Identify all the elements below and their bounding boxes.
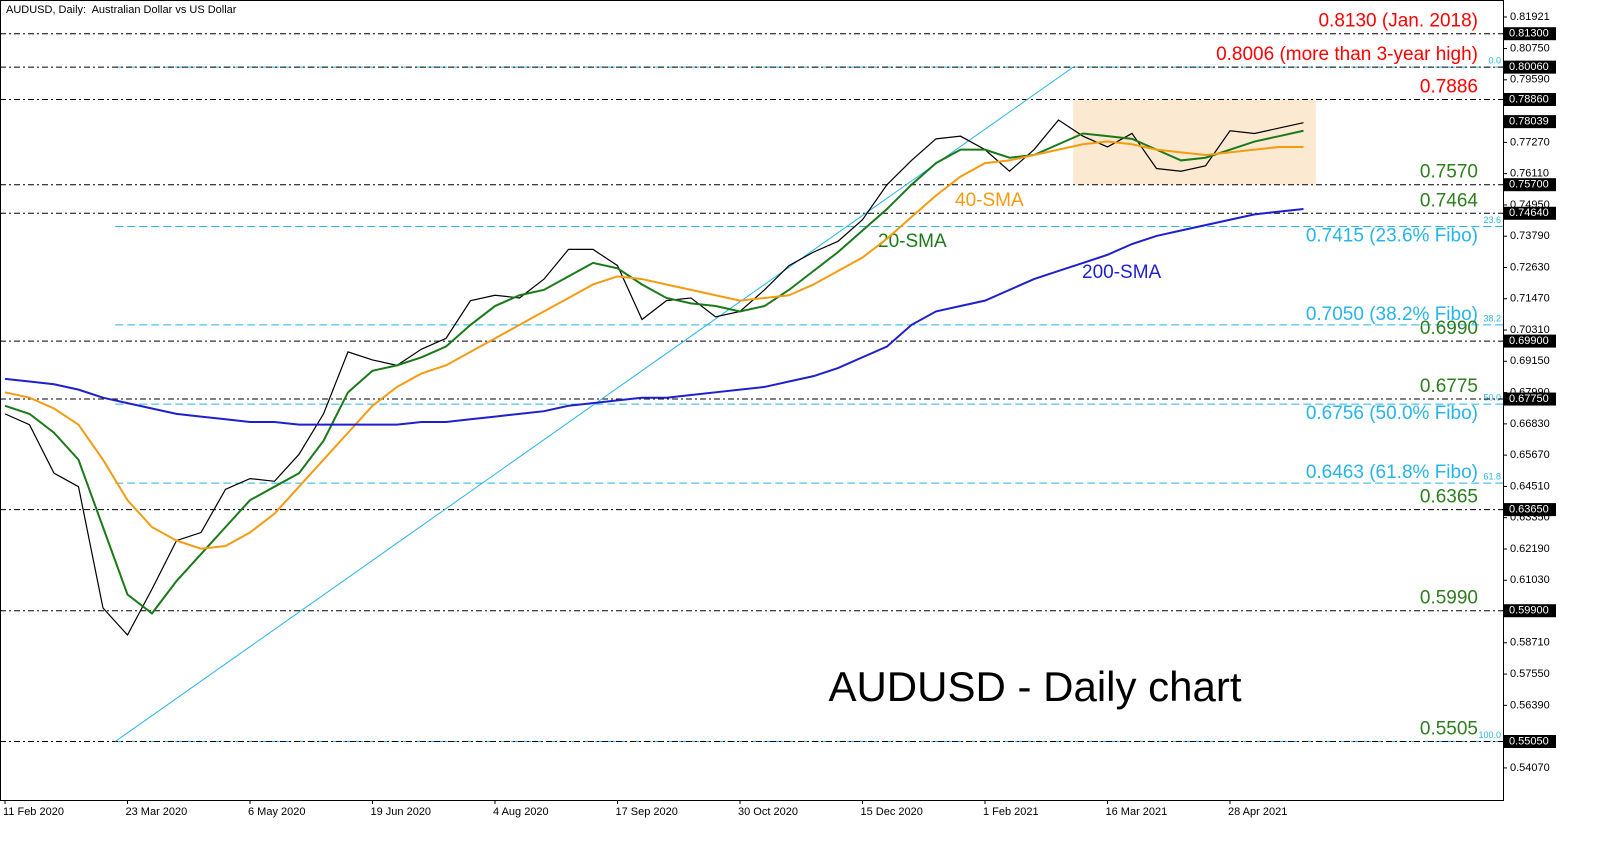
y-tick-label: 0.54070 xyxy=(1510,762,1550,774)
y-tick-label: 0.71470 xyxy=(1510,293,1550,305)
level-label: 0.5990 xyxy=(1420,588,1478,609)
price-tag xyxy=(1504,27,1556,41)
y-tick-label: 0.73790 xyxy=(1510,230,1550,242)
price-tag-label: 0.75700 xyxy=(1509,179,1549,191)
fibo-ratio: 50.0 xyxy=(1483,393,1501,403)
x-tick-label: 15 Dec 2020 xyxy=(861,806,923,818)
price-tag-label: 0.69900 xyxy=(1509,335,1549,347)
y-tick-label: 0.64510 xyxy=(1510,480,1550,492)
fibo-label: 0.6463 (61.8% Fibo) xyxy=(1306,462,1478,483)
series-line xyxy=(4,140,1304,550)
level-label: 0.6365 xyxy=(1420,487,1478,508)
fibo-ratio: 61.8 xyxy=(1483,472,1501,482)
price-tag-label: 0.78039 xyxy=(1509,116,1549,128)
price-tag-label: 0.59900 xyxy=(1509,605,1549,617)
series-line xyxy=(4,119,1304,637)
price-tag xyxy=(1504,392,1556,406)
x-tick-label: 30 Oct 2020 xyxy=(738,806,798,818)
price-tag xyxy=(1504,115,1556,129)
fibo-label: 0.7050 (38.2% Fibo) xyxy=(1306,304,1478,325)
price-tag xyxy=(1504,206,1556,220)
y-tick-label: 0.57550 xyxy=(1510,668,1550,680)
x-tick-label: 23 Mar 2020 xyxy=(126,806,188,818)
series-label: 20-SMA xyxy=(878,231,947,252)
x-tick-label: 17 Sep 2020 xyxy=(616,806,678,818)
series-line xyxy=(4,129,1304,615)
level-label: 0.8130 (Jan. 2018) xyxy=(1318,11,1478,32)
y-tick-label: 0.65670 xyxy=(1510,449,1550,461)
price-tag-label: 0.63650 xyxy=(1509,504,1549,516)
y-tick-label: 0.76110 xyxy=(1510,168,1549,180)
price-tag-label: 0.80060 xyxy=(1509,61,1549,73)
y-tick-label: 0.72630 xyxy=(1510,261,1550,273)
price-tag xyxy=(1504,604,1556,618)
price-tag xyxy=(1504,503,1556,517)
y-tick-label: 0.77270 xyxy=(1510,136,1550,148)
chart-title: AUDUSD - Daily chart xyxy=(828,663,1241,710)
price-tag xyxy=(1504,178,1556,192)
level-label: 0.5505 xyxy=(1420,719,1478,740)
x-tick-label: 6 May 2020 xyxy=(248,806,305,818)
series-label: 200-SMA xyxy=(1082,262,1162,283)
price-tag-label: 0.81300 xyxy=(1509,28,1549,40)
level-label: 0.7886 xyxy=(1420,77,1478,98)
price-tag-label: 0.74640 xyxy=(1509,207,1549,219)
price-tag xyxy=(1504,734,1556,748)
fibo-label: 0.7415 (23.6% Fibo) xyxy=(1306,226,1478,247)
x-tick-label: 16 Mar 2021 xyxy=(1106,806,1168,818)
y-tick-label: 0.80750 xyxy=(1510,42,1550,54)
price-tag-label: 0.55050 xyxy=(1509,735,1549,747)
level-label: 0.7570 xyxy=(1420,162,1478,183)
fibo-ratio: 100.0 xyxy=(1478,730,1501,740)
x-tick-label: 4 Aug 2020 xyxy=(493,806,549,818)
fibo-ratio: 23.6 xyxy=(1483,215,1501,225)
y-tick-label: 0.81921 xyxy=(1510,11,1550,23)
x-tick-label: 28 Apr 2021 xyxy=(1228,806,1287,818)
x-tick-label: 19 Jun 2020 xyxy=(371,806,432,818)
trendline xyxy=(114,66,1074,742)
series-line xyxy=(4,207,1304,426)
y-tick-label: 0.66830 xyxy=(1510,418,1550,430)
fibo-label: 0.6756 (50.0% Fibo) xyxy=(1306,403,1478,424)
level-label: 0.6775 xyxy=(1420,376,1478,397)
price-tag-label: 0.67750 xyxy=(1509,393,1549,405)
y-tick-label: 0.79590 xyxy=(1510,74,1550,86)
x-tick-label: 11 Feb 2020 xyxy=(3,806,64,818)
level-label: 0.8006 (more than 3-year high) xyxy=(1216,44,1478,65)
chart-subtitle: AUDUSD, Daily: Australian Dollar vs US D… xyxy=(6,4,237,16)
series-label: 40-SMA xyxy=(955,190,1024,211)
fibo-ratio: 0.0 xyxy=(1488,56,1501,66)
price-tag-label: 0.78860 xyxy=(1509,93,1549,105)
price-tag xyxy=(1504,92,1556,106)
y-tick-label: 0.58710 xyxy=(1510,637,1550,649)
fibo-ratio: 38.2 xyxy=(1483,313,1501,323)
y-tick-label: 0.56390 xyxy=(1510,699,1550,711)
y-tick-label: 0.61030 xyxy=(1510,574,1550,586)
x-tick-label: 1 Feb 2021 xyxy=(983,806,1039,818)
y-tick-label: 0.62190 xyxy=(1510,543,1550,555)
level-label: 0.6990 xyxy=(1420,318,1478,339)
price-tag xyxy=(1504,334,1556,348)
y-tick-label: 0.69150 xyxy=(1510,355,1550,367)
price-tag xyxy=(1504,60,1556,74)
y-tick-label: 0.70310 xyxy=(1510,324,1550,336)
plot-frame xyxy=(0,0,1504,801)
level-label: 0.7464 xyxy=(1420,190,1479,211)
